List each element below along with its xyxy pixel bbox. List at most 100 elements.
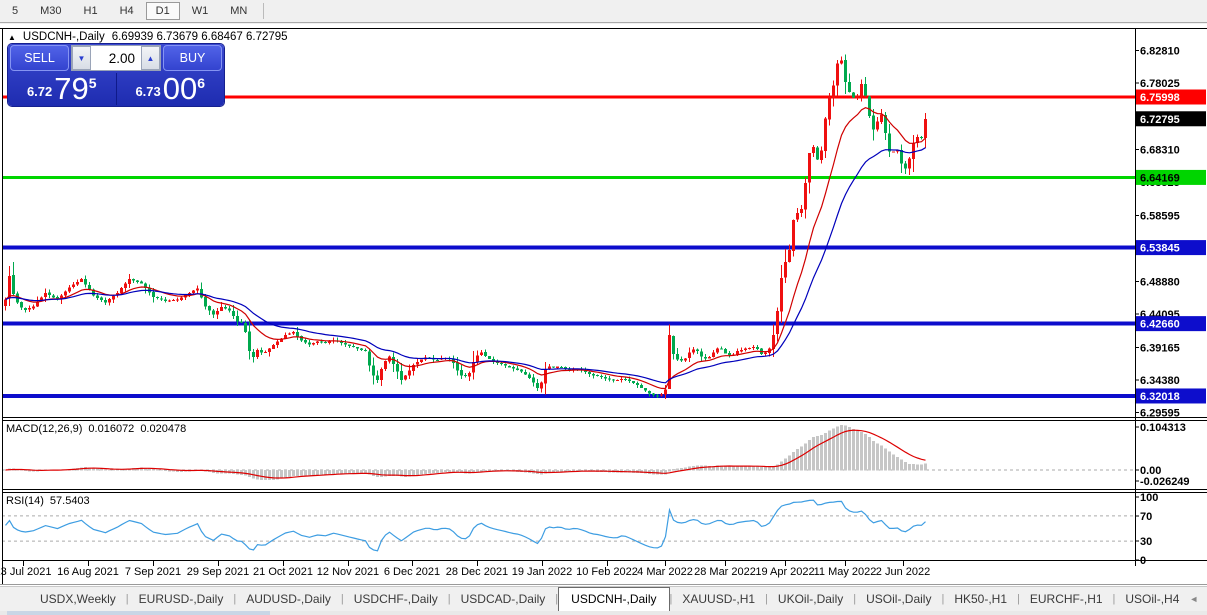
- svg-text:-0.026249: -0.026249: [1140, 476, 1190, 488]
- svg-text:0.00: 0.00: [1140, 465, 1161, 477]
- svg-text:6.78025: 6.78025: [1140, 78, 1180, 90]
- trade-top-row: SELL ▼ 2.00 ▲ BUY: [8, 44, 224, 72]
- tab-usoil-daily[interactable]: USOil-,Daily: [866, 592, 932, 606]
- indicator-axis: 0.104313 0.00-0.026249 100 70 30 0: [1135, 422, 1190, 567]
- tab-usdcnh-daily[interactable]: USDCNH-,Daily: [558, 587, 670, 611]
- volume-decrease-button[interactable]: ▼: [72, 46, 91, 70]
- buy-price[interactable]: 6.73 00 6: [117, 73, 225, 105]
- timeframe-mn[interactable]: MN: [230, 5, 248, 17]
- svg-text:6.53845: 6.53845: [1140, 243, 1180, 255]
- svg-text:6.68310: 6.68310: [1140, 144, 1180, 156]
- tab-separator: |: [853, 593, 857, 605]
- rsi-name: RSI(14): [6, 495, 44, 507]
- chart-window: 6.828106.780256.683106.635256.585956.488…: [0, 24, 1207, 586]
- svg-text:6.29595: 6.29595: [1140, 407, 1180, 419]
- tab-scroll-left-icon[interactable]: ◄: [1189, 594, 1199, 604]
- price-chart: 6.828106.780256.683106.635256.585956.488…: [0, 24, 1207, 586]
- tab-eurusd-daily[interactable]: EURUSD-,Daily: [138, 592, 224, 606]
- tab-usdcad-daily[interactable]: USDCAD-,Daily: [460, 592, 546, 606]
- triangle-down-icon: ▼: [77, 53, 86, 63]
- level-lines: [2, 95, 1135, 398]
- rsi-value: 57.5403: [49, 495, 90, 507]
- rsi-label: RSI(14) 57.5403: [6, 495, 90, 507]
- svg-text:29 Sep 2021: 29 Sep 2021: [187, 566, 249, 578]
- tab-separator: |: [340, 593, 344, 605]
- svg-text:6.34380: 6.34380: [1140, 375, 1180, 387]
- tab-separator: |: [669, 593, 673, 605]
- svg-text:6.64169: 6.64169: [1140, 172, 1180, 184]
- svg-text:0: 0: [1140, 555, 1146, 567]
- tab-usdx-weekly[interactable]: USDX,Weekly: [40, 592, 116, 606]
- timeframe-h1[interactable]: H1: [83, 5, 98, 17]
- tab-xauusd-h1[interactable]: XAUUSD-,H1: [682, 592, 756, 606]
- tab-hk50-h1[interactable]: HK50-,H1: [954, 592, 1007, 606]
- buy-button[interactable]: BUY: [163, 45, 222, 71]
- buy-price-small: 6.73: [135, 84, 161, 99]
- rsi-line: [5, 499, 926, 552]
- svg-text:4 Mar 2022: 4 Mar 2022: [637, 566, 693, 578]
- tab-ukoil-daily[interactable]: UKOil-,Daily: [777, 592, 844, 606]
- svg-text:28 Dec 2021: 28 Dec 2021: [446, 566, 508, 578]
- svg-text:6.42660: 6.42660: [1140, 319, 1180, 331]
- price-badge: [1136, 169, 1206, 185]
- svg-text:6 Dec 2021: 6 Dec 2021: [384, 566, 440, 578]
- svg-text:6.32018: 6.32018: [1140, 391, 1180, 403]
- macd-value-1: 0.016072: [88, 423, 135, 435]
- collapse-chart-icon[interactable]: ▲: [8, 32, 16, 42]
- timeframe-d1[interactable]: D1: [145, 2, 180, 20]
- price-axis: 6.828106.780256.683106.635256.585956.488…: [1135, 46, 1206, 419]
- tab-eurchf-h1[interactable]: EURCHF-,H1: [1029, 592, 1103, 606]
- volume-spinner: ▼ 2.00 ▲: [71, 45, 161, 71]
- tab-separator: |: [447, 593, 451, 605]
- tab-separator: |: [233, 593, 237, 605]
- moving-averages: [5, 107, 926, 390]
- status-bar: [0, 611, 1207, 615]
- svg-text:70: 70: [1140, 511, 1152, 523]
- macd-signal-line: [5, 429, 926, 479]
- macd-name: MACD(12,26,9): [6, 423, 83, 435]
- chart-tab-bar: USDX,Weekly | EURUSD-,Daily | AUDUSD-,Daily |…: [0, 586, 1207, 611]
- sell-button[interactable]: SELL: [10, 45, 69, 71]
- volume-input[interactable]: 2.00: [108, 50, 135, 66]
- svg-text:16 Aug 2021: 16 Aug 2021: [57, 566, 119, 578]
- svg-text:0.104313: 0.104313: [1140, 422, 1186, 434]
- panel-borders: [0, 28, 1207, 585]
- tab-usoil-h4[interactable]: USOil-,H4: [1125, 592, 1180, 606]
- macd-value-2: 0.020478: [140, 423, 187, 435]
- svg-text:19 Apr 2022: 19 Apr 2022: [755, 566, 814, 578]
- chart-symbol: USDCNH-,Daily: [22, 31, 105, 43]
- tab-separator: |: [765, 593, 768, 605]
- tab-usdchf-daily[interactable]: USDCHF-,Daily: [353, 592, 438, 606]
- svg-text:6.82810: 6.82810: [1140, 46, 1180, 58]
- volume-increase-button[interactable]: ▲: [141, 46, 160, 70]
- date-axis: 23 Jul 2021 16 Aug 2021 7 Sep 2021 29 Sep 2…: [0, 561, 930, 578]
- macd-histogram: [4, 425, 927, 481]
- timeframe-h4[interactable]: H4: [119, 5, 134, 17]
- macd-label: MACD(12,26,9) 0.016072 0.020478: [6, 423, 186, 435]
- sell-price-big: 79: [54, 71, 89, 106]
- tab-audusd-daily[interactable]: AUDUSD-,Daily: [246, 592, 331, 606]
- one-click-trade-panel: SELL ▼ 2.00 ▲ BUY 6.72 79 5: [8, 44, 224, 106]
- svg-text:6.58595: 6.58595: [1140, 210, 1180, 222]
- triangle-up-icon: ▲: [146, 53, 155, 63]
- price-badge: [1136, 388, 1206, 404]
- timeframe-toolbar: 5 M30 H1 H4 D1 W1 MN: [0, 0, 1207, 23]
- svg-text:7 Sep 2021: 7 Sep 2021: [125, 566, 181, 578]
- svg-text:100: 100: [1140, 492, 1158, 504]
- tab-separator: |: [1112, 593, 1116, 605]
- sell-price[interactable]: 6.72 79 5: [8, 73, 117, 105]
- svg-text:10 Feb 2022: 10 Feb 2022: [576, 566, 638, 578]
- price-badge: [1136, 240, 1206, 256]
- svg-text:12 Nov 2021: 12 Nov 2021: [317, 566, 379, 578]
- svg-text:6.75998: 6.75998: [1140, 92, 1180, 104]
- timeframe-m30[interactable]: M30: [40, 5, 62, 17]
- tab-separator: |: [125, 593, 129, 605]
- chart-title: ▲ USDCNH-,Daily 6.69939 6.73679 6.68467 …: [8, 31, 288, 43]
- svg-text:21 Oct 2021: 21 Oct 2021: [253, 566, 313, 578]
- timeframe-w1[interactable]: W1: [191, 5, 209, 17]
- tab-separator: |: [1017, 593, 1020, 605]
- sell-price-sup: 5: [88, 75, 97, 91]
- timeframe-5[interactable]: 5: [12, 5, 19, 17]
- price-badge: [1136, 111, 1206, 127]
